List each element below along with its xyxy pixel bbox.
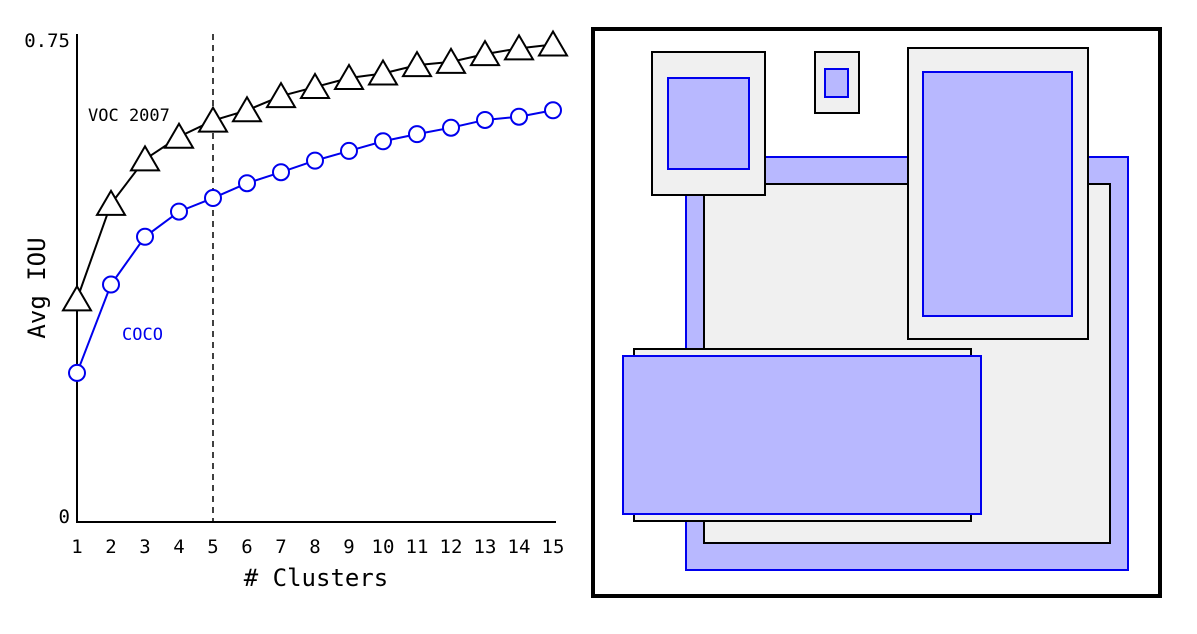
voc-2007-point-marker <box>197 105 229 133</box>
x-tick-label: 11 <box>406 536 429 558</box>
coco-point-marker <box>374 132 392 151</box>
voc-2007-point-marker <box>401 50 433 78</box>
cluster-box-wide <box>622 355 982 515</box>
x-tick-label: 12 <box>440 536 463 558</box>
x-tick-label: 1 <box>71 536 82 558</box>
x-tick-label: 13 <box>474 536 497 558</box>
x-tick-label: 9 <box>343 536 354 558</box>
cluster-box-top-left <box>667 77 750 170</box>
y-tick-label-max: 0.75 <box>24 30 70 52</box>
voc-2007-point-marker <box>95 188 127 216</box>
y-axis-title: Avg IOU <box>23 237 51 338</box>
voc-2007-series <box>61 29 569 312</box>
cluster-boxes-diagram <box>591 27 1162 598</box>
coco-point-marker <box>272 163 290 182</box>
x-tick-label: 10 <box>372 536 395 558</box>
x-axis-title: # Clusters <box>244 564 389 592</box>
cluster-box-small <box>824 68 849 98</box>
cluster-box-tall <box>922 71 1073 317</box>
voc-2007-point-marker <box>333 63 365 91</box>
voc-2007-point-marker <box>435 46 467 74</box>
voc-2007-point-marker <box>163 121 195 149</box>
voc-2007-point-marker <box>537 29 569 57</box>
x-tick-label: 14 <box>508 536 531 558</box>
y-tick-label-zero: 0 <box>59 506 70 528</box>
voc-2007-point-marker <box>469 39 501 67</box>
x-tick-label: 15 <box>542 536 565 558</box>
voc-2007-point-marker <box>367 58 399 86</box>
voc-2007-point-marker <box>265 81 297 109</box>
coco-point-marker <box>408 125 426 144</box>
coco-point-marker <box>442 118 460 137</box>
x-tick-label: 3 <box>139 536 150 558</box>
coco-point-marker <box>204 189 222 208</box>
coco-point-marker <box>68 363 86 382</box>
voc-2007-point-marker <box>129 144 161 172</box>
coco-point-marker <box>238 174 256 193</box>
coco-point-marker <box>544 101 562 120</box>
coco-series-label: COCO <box>122 325 163 345</box>
coco-point-marker <box>136 227 154 246</box>
coco-point-marker <box>510 107 528 126</box>
voc-2007-series-label: VOC 2007 <box>88 106 170 126</box>
avg-iou-line-chart: 0.75 0 1 2 3 4 5 6 7 8 9 10 11 12 13 14 15 VOC 2007 CO… <box>23 29 569 592</box>
voc-2007-point-marker <box>503 33 535 61</box>
coco-point-marker <box>306 151 324 170</box>
coco-point-marker <box>340 141 358 160</box>
x-tick-label: 6 <box>241 536 252 558</box>
x-tick-label: 5 <box>207 536 218 558</box>
coco-point-marker <box>476 110 494 129</box>
x-tick-label: 8 <box>309 536 320 558</box>
coco-point-marker <box>102 275 120 294</box>
voc-2007-point-marker <box>231 95 263 123</box>
x-tick-label: 4 <box>173 536 184 558</box>
x-tick-label: 7 <box>275 536 286 558</box>
voc-2007-point-marker <box>61 284 93 312</box>
voc-2007-point-marker <box>299 72 331 100</box>
coco-point-marker <box>170 202 188 221</box>
x-tick-labels: 1 2 3 4 5 6 7 8 9 10 11 12 13 14 15 <box>71 536 564 558</box>
x-tick-label: 2 <box>105 536 116 558</box>
coco-series <box>68 101 562 382</box>
